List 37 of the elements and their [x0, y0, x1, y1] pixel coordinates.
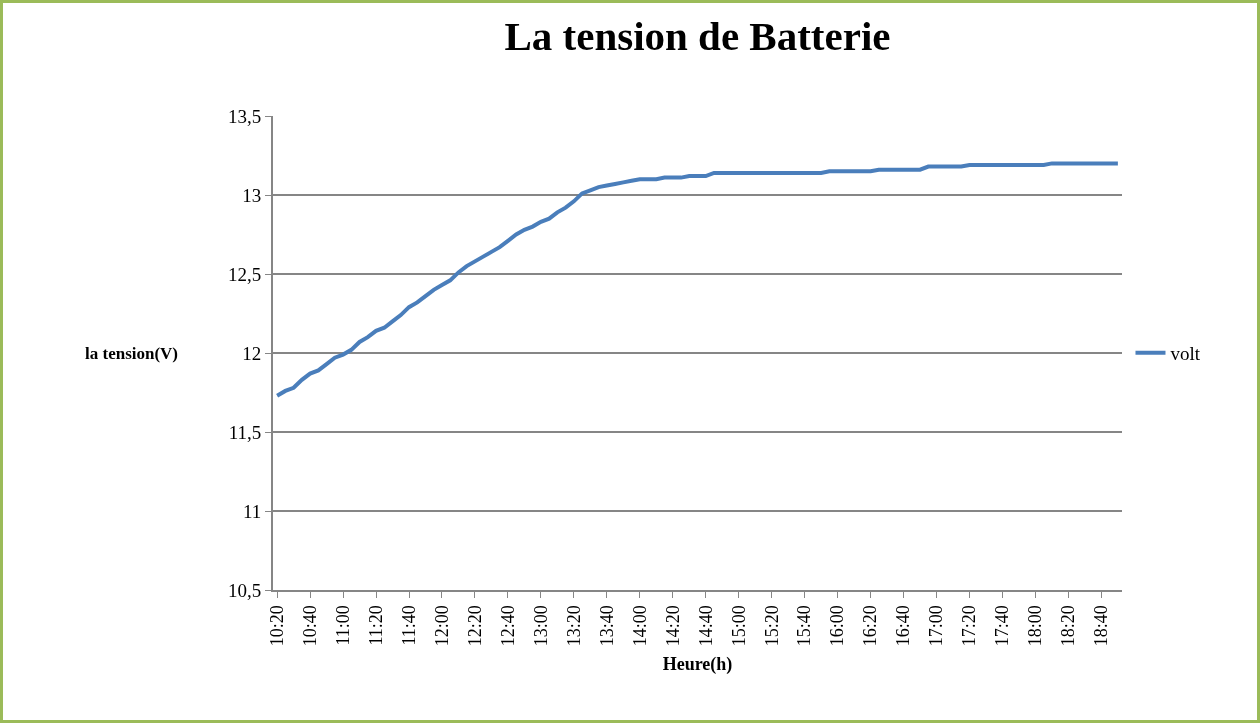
- x-tick-label: 16:40: [893, 605, 914, 647]
- x-axis-title: Heure(h): [662, 653, 733, 675]
- x-tick-label: 17:40: [992, 605, 1013, 647]
- x-tick-label: 15:20: [761, 605, 782, 647]
- x-tick-label: 16:20: [860, 605, 881, 647]
- legend-label: volt: [1170, 343, 1201, 365]
- x-tick-label: 15:40: [794, 605, 815, 647]
- x-tick-label: 13:20: [563, 605, 584, 647]
- y-axis-title: la tension(V): [85, 344, 179, 363]
- x-tick-label: 13:00: [530, 605, 551, 647]
- x-tick-label: 17:20: [959, 605, 980, 647]
- y-tick-label: 12,5: [227, 263, 262, 285]
- x-tick-label: 10:40: [299, 605, 320, 647]
- x-tick-label: 14:00: [629, 605, 650, 647]
- x-tick-label: 11:40: [398, 605, 419, 646]
- x-tick-label: 15:00: [728, 605, 749, 647]
- x-tick-label: 17:00: [926, 605, 947, 647]
- y-tick-label: 13: [242, 184, 262, 206]
- x-tick-label: 18:00: [1025, 605, 1046, 647]
- x-tick-label: 11:20: [365, 605, 386, 646]
- x-tick-label: 12:40: [497, 605, 518, 647]
- x-tick-label: 14:20: [662, 605, 683, 647]
- x-tick-label: 10:20: [266, 605, 287, 647]
- x-tick-label: 12:00: [431, 605, 452, 647]
- y-tick-label: 10,5: [227, 579, 262, 601]
- chart-title: La tension de Batterie: [504, 12, 891, 59]
- x-tick-label: 18:20: [1058, 605, 1079, 647]
- x-tick-label: 12:20: [464, 605, 485, 647]
- y-tick-label: 12: [242, 342, 262, 364]
- y-tick-label: 11,5: [228, 421, 262, 443]
- x-tick-label: 16:00: [827, 605, 848, 647]
- x-tick-label: 18:40: [1091, 605, 1112, 647]
- x-tick-label: 14:40: [695, 605, 716, 647]
- x-tick-label: 11:00: [332, 605, 353, 646]
- y-tick-label: 11: [242, 500, 262, 522]
- y-tick-label: 13,5: [227, 105, 262, 127]
- x-tick-label: 13:40: [596, 605, 617, 647]
